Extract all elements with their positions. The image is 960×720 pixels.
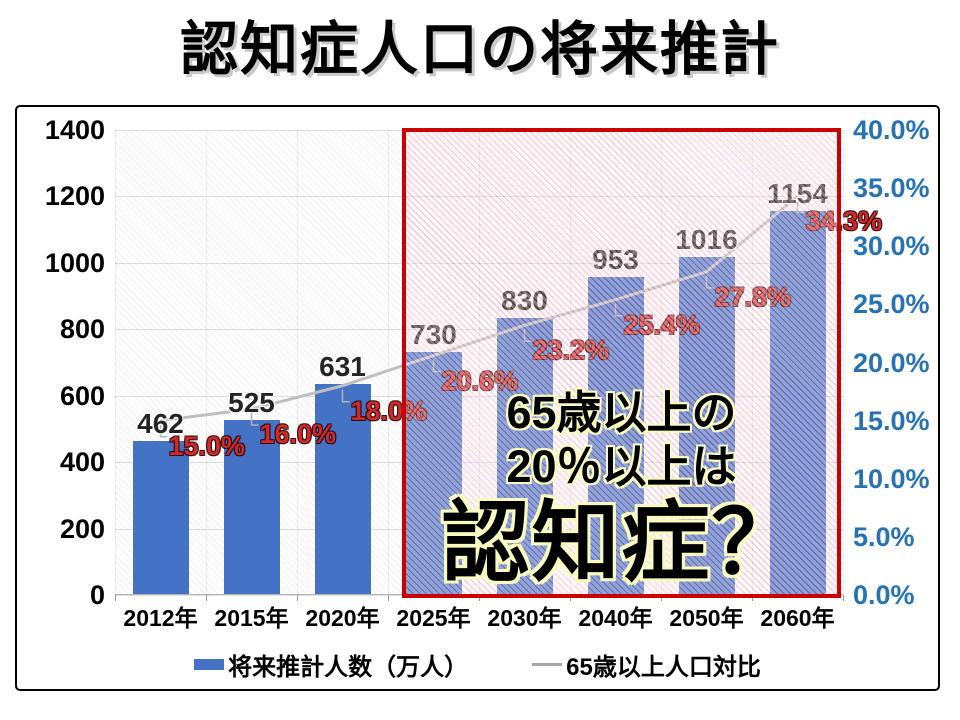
bar xyxy=(769,210,826,594)
axis-tick xyxy=(843,595,844,601)
right-axis-tick-label: 20.0% xyxy=(853,347,930,378)
plot-area: 462 525 631 730 830 953 1016 1154 15.0% 16.0% 18.0… xyxy=(115,130,882,601)
x-axis-category-label: 2040年 xyxy=(578,605,653,631)
pct-value-label: 25.4% xyxy=(624,310,701,341)
bar-value-label: 631 xyxy=(319,351,366,383)
bar-value-label: 830 xyxy=(501,285,548,317)
chart-title: 認知症人口の将来推計 xyxy=(179,17,780,82)
ratio-line xyxy=(160,195,799,423)
ratio-line-chart xyxy=(159,195,805,438)
bar xyxy=(223,419,280,594)
bar-value-label: 462 xyxy=(137,407,184,439)
pct-value-label: 15.0% xyxy=(168,430,246,461)
right-axis-tick-label: 0.0% xyxy=(853,580,915,610)
axis-tick xyxy=(388,595,389,601)
v-gridline xyxy=(570,130,571,594)
axis-tick xyxy=(115,595,116,601)
legend-bar-label: 将来推計人数（万人） xyxy=(228,653,469,681)
bar xyxy=(405,351,462,594)
left-axis-tick-label: 400 xyxy=(59,447,105,478)
v-gridline xyxy=(479,130,480,594)
left-axis-tick-label: 200 xyxy=(59,513,105,544)
legend-line-label: 65歳以上人口対比 xyxy=(566,653,761,681)
axis-tick xyxy=(570,595,571,601)
x-axis-category-label: 2015年 xyxy=(214,605,289,631)
v-gridline xyxy=(752,130,753,594)
chart-container: 462 525 631 730 830 953 1016 1154 15.0% 16.0% 18.0… xyxy=(15,105,940,691)
x-axis-category-label: 2060年 xyxy=(760,605,835,631)
pct-value-label: 23.2% xyxy=(533,335,610,366)
x-axis-category-label: 2025年 xyxy=(396,605,471,631)
right-axis-tick-label: 5.0% xyxy=(853,521,915,552)
left-axis-tick-label: 800 xyxy=(59,314,105,345)
left-axis-tick-label: 600 xyxy=(59,380,105,411)
axis-tick xyxy=(297,595,298,601)
axis-tick xyxy=(206,595,207,601)
pct-value-label: 16.0% xyxy=(259,419,337,449)
bar-value-label: 1016 xyxy=(675,224,737,256)
x-axis-category-label: 2050年 xyxy=(669,605,744,631)
v-gridline xyxy=(297,130,298,594)
bar-swatch-icon xyxy=(194,658,225,670)
v-gridline xyxy=(388,130,389,594)
bar-value-label: 1154 xyxy=(767,178,828,210)
label-leader-line xyxy=(614,303,623,317)
legend-item-bar: 将来推計人数（万人） xyxy=(194,647,468,682)
caption-line-2: 20％以上は xyxy=(506,441,737,492)
h-gridline xyxy=(115,329,843,331)
h-gridline xyxy=(115,262,843,264)
label-leader-line xyxy=(705,275,714,289)
label-leader-line xyxy=(341,389,350,403)
bar-value-label: 525 xyxy=(228,386,275,418)
x-axis-category-label: 2020年 xyxy=(305,605,380,631)
pct-value-label: 20.6% xyxy=(442,366,519,397)
v-gridline xyxy=(843,130,844,594)
right-axis-tick-label: 35.0% xyxy=(853,173,930,204)
left-axis-tick-label: 0 xyxy=(89,580,105,610)
right-axis-tick-label: 30.0% xyxy=(853,231,930,262)
bar-value-label: 953 xyxy=(592,244,639,276)
right-axis-tick-label: 40.0% xyxy=(853,115,930,145)
bar xyxy=(314,384,371,594)
bar-value-label: 730 xyxy=(410,319,457,351)
bar xyxy=(496,318,553,594)
bar xyxy=(678,256,735,594)
left-axis-tick-label: 1200 xyxy=(44,181,105,212)
label-leader-line xyxy=(159,424,168,438)
caption-line-1: 65歳以上の xyxy=(506,387,737,438)
v-gridline xyxy=(661,130,662,594)
legend-item-line: 65歳以上人口対比 xyxy=(532,647,761,682)
x-axis-category-label: 2012年 xyxy=(123,605,198,631)
label-leader-line xyxy=(250,413,259,426)
label-leader-line xyxy=(523,329,532,343)
right-axis-tick-label: 25.0% xyxy=(853,289,930,320)
right-axis-tick-label: 10.0% xyxy=(853,463,930,494)
axis-tick xyxy=(661,595,662,601)
pct-value-label: 34.3% xyxy=(805,206,883,237)
h-gridline xyxy=(115,196,843,198)
bar xyxy=(587,277,644,594)
right-axis-tick-label: 15.0% xyxy=(853,405,930,436)
x-axis-category-label: 2030年 xyxy=(487,605,562,631)
caption-line-3: 認知症？ xyxy=(441,493,802,592)
h-gridline xyxy=(115,395,843,397)
left-axis-tick-label: 1400 xyxy=(44,115,105,145)
label-leader-line xyxy=(432,359,441,373)
axis-tick xyxy=(479,595,480,601)
pct-value-label: 27.8% xyxy=(715,282,792,313)
highlight-caption: 65歳以上の 20％以上は 認知症？ xyxy=(406,386,837,592)
label-leader-line xyxy=(796,200,805,214)
h-gridline xyxy=(115,528,843,530)
axis-tick xyxy=(752,595,753,601)
highlight-box: 65歳以上の 20％以上は 認知症？ xyxy=(402,128,841,598)
line-swatch-icon xyxy=(532,662,563,666)
legend: 将来推計人数（万人） 65歳以上人口対比 xyxy=(17,647,938,682)
left-axis-tick-label: 1000 xyxy=(44,247,105,278)
v-gridline xyxy=(115,130,116,594)
v-gridline xyxy=(206,130,207,594)
bar xyxy=(132,440,189,594)
pct-value-label: 18.0% xyxy=(350,395,428,426)
h-gridline xyxy=(115,462,843,464)
